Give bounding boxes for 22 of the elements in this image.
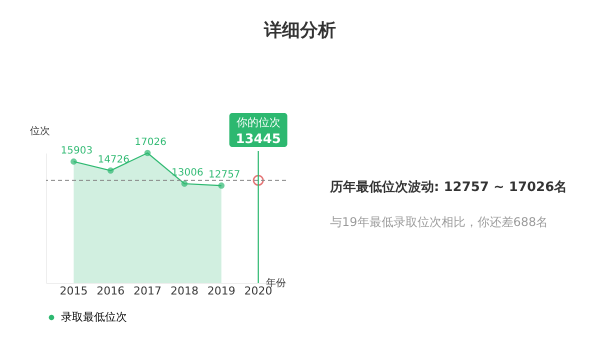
x-tick-label: 2016 [96, 284, 125, 298]
y-axis-title: 位次 [30, 125, 50, 137]
x-tick-label: 2019 [207, 284, 236, 298]
point [70, 158, 77, 165]
ref-line-label: 你的位次 [236, 116, 280, 129]
data-label: 17026 [134, 137, 166, 148]
data-label: 15903 [60, 146, 93, 157]
data-label: 14726 [98, 154, 130, 166]
text: 历年最低位次波动: 12757 ~ 17026名 [330, 179, 568, 196]
x-tick-label: 2017 [134, 284, 162, 298]
point [107, 167, 114, 174]
text: 与19年最低录取位次相比，你还差688名 [330, 214, 550, 231]
x-tick-label: 2015 [60, 284, 88, 298]
chart-title: 详细分析 [262, 19, 337, 42]
data-label: 12757 [208, 170, 240, 181]
point [181, 180, 188, 187]
point [144, 150, 151, 156]
point [218, 182, 225, 189]
data-label: 13006 [172, 168, 204, 179]
x-tick-label: 2018 [170, 284, 198, 298]
legend-label: 录取最低位次 [61, 310, 127, 324]
data-label: 13445 [236, 132, 281, 147]
